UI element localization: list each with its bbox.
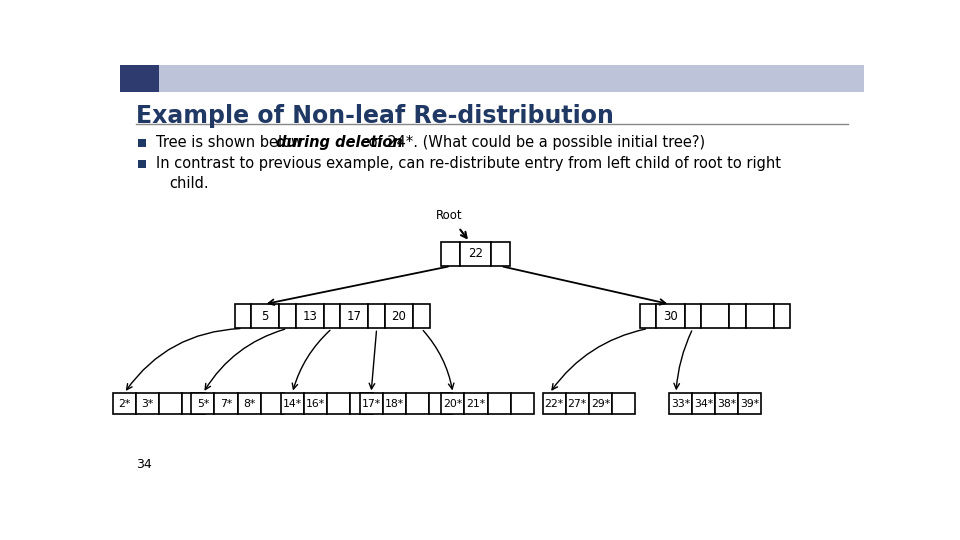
- Text: 17: 17: [347, 310, 362, 323]
- Bar: [442, 393, 465, 414]
- Text: 22*: 22*: [544, 399, 564, 409]
- Bar: [565, 393, 588, 414]
- Text: 21*: 21*: [467, 399, 486, 409]
- Text: 14*: 14*: [282, 399, 301, 409]
- Bar: [730, 305, 746, 328]
- Text: 33*: 33*: [671, 399, 690, 409]
- Bar: [251, 305, 279, 328]
- Text: 29*: 29*: [590, 399, 610, 409]
- Text: 39*: 39*: [740, 399, 759, 409]
- Text: 7*: 7*: [220, 399, 232, 409]
- Text: 34: 34: [136, 458, 152, 471]
- Bar: [237, 393, 260, 414]
- Bar: [460, 242, 492, 266]
- Bar: [429, 393, 452, 414]
- Text: 20: 20: [392, 310, 406, 323]
- Text: 5: 5: [261, 310, 269, 323]
- Bar: [349, 393, 373, 414]
- Bar: [385, 305, 413, 328]
- Bar: [684, 305, 701, 328]
- Bar: [296, 305, 324, 328]
- Bar: [612, 393, 635, 414]
- Text: 13: 13: [302, 310, 317, 323]
- Text: 3*: 3*: [141, 399, 154, 409]
- Text: Root: Root: [436, 210, 463, 222]
- Bar: [340, 305, 369, 328]
- Bar: [488, 393, 511, 414]
- Bar: [369, 305, 385, 328]
- Bar: [413, 305, 429, 328]
- Bar: [640, 305, 657, 328]
- Text: 17*: 17*: [362, 399, 381, 409]
- Bar: [191, 393, 214, 414]
- Bar: [442, 242, 460, 266]
- Bar: [511, 393, 534, 414]
- Bar: [279, 305, 296, 328]
- Bar: [542, 393, 565, 414]
- Bar: [657, 305, 684, 328]
- Bar: [112, 393, 135, 414]
- Bar: [324, 305, 340, 328]
- Bar: [360, 393, 383, 414]
- Text: 16*: 16*: [305, 399, 324, 409]
- Text: 20*: 20*: [444, 399, 463, 409]
- Text: 2*: 2*: [118, 399, 131, 409]
- Text: 18*: 18*: [385, 399, 404, 409]
- Text: 30: 30: [663, 310, 678, 323]
- Bar: [326, 393, 349, 414]
- Text: 34*: 34*: [694, 399, 713, 409]
- Bar: [715, 393, 738, 414]
- Text: 8*: 8*: [243, 399, 255, 409]
- Text: 38*: 38*: [717, 399, 736, 409]
- Bar: [774, 305, 790, 328]
- Bar: [120, 65, 158, 92]
- Text: 27*: 27*: [567, 399, 587, 409]
- Bar: [120, 65, 864, 92]
- Text: In contrast to previous example, can re-distribute entry from left child of root: In contrast to previous example, can re-…: [156, 156, 780, 171]
- Text: 22: 22: [468, 247, 483, 260]
- Bar: [135, 393, 158, 414]
- Bar: [158, 393, 181, 414]
- Text: of 24*. (What could be a possible initial tree?): of 24*. (What could be a possible initia…: [364, 135, 706, 150]
- Text: child.: child.: [169, 176, 208, 191]
- Text: Example of Non-leaf Re-distribution: Example of Non-leaf Re-distribution: [136, 104, 614, 129]
- Text: Tree is shown below: Tree is shown below: [156, 135, 307, 150]
- Bar: [303, 393, 326, 414]
- Bar: [701, 305, 730, 328]
- Bar: [234, 305, 251, 328]
- Bar: [492, 242, 510, 266]
- Bar: [465, 393, 488, 414]
- Bar: [588, 393, 612, 414]
- Bar: [280, 393, 303, 414]
- Bar: [260, 393, 284, 414]
- Bar: [214, 393, 237, 414]
- Bar: [692, 393, 715, 414]
- Bar: [383, 393, 406, 414]
- Text: during deletion: during deletion: [276, 135, 403, 150]
- Text: 5*: 5*: [197, 399, 209, 409]
- Bar: [406, 393, 429, 414]
- Bar: [181, 393, 204, 414]
- Bar: [669, 393, 692, 414]
- Bar: [738, 393, 761, 414]
- Bar: [746, 305, 774, 328]
